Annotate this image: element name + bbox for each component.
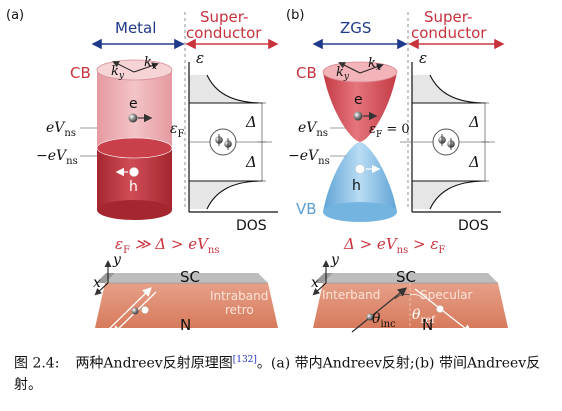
panel-b-fermi-label: εF = 0 [369,122,410,140]
panel-b-ky-axis [338,62,361,74]
panel-b-electron [353,111,363,121]
panel-b-delta-bottom: Δ [468,153,480,171]
panel-b-hole-label: h [352,178,361,194]
panel-b-electron-label: e [354,92,363,108]
panel-a-kx-label: kx [144,55,157,72]
panel-b-ref-angle-arc [409,294,425,300]
panel-b-zgs-header: ZGS [340,19,371,37]
panel-a-x-axis [94,282,109,296]
panel-b-n-label: N [422,316,433,334]
panel-a-dos-plot [188,62,278,213]
panel-a: (a) Metal Super- conductor CB ky kx e h [6,8,279,335]
panel-a-hole [129,167,139,177]
panel-a-incident-path [107,287,152,331]
caption-text-2: 。(a) 带内Andreev反射;(b) 带间Andreev反射。 [14,355,541,393]
panel-a-label: (a) [6,8,24,23]
panel-b-energy-axis-label: ε [419,49,427,67]
panel-a-electron-label: e [129,96,138,112]
panel-a-hole-label: h [129,179,138,195]
panel-a-slab-hole [141,306,149,314]
panel-b-x-axis [312,282,327,296]
panel-b-ky-label: ky [336,65,350,82]
panel-a-n-label: N [180,316,191,334]
panel-a-ky-axis [112,61,135,73]
panel-b-sc-header-1: Super- [424,8,472,26]
panel-a-junction-slab [95,273,278,328]
panel-a-cooper-pair [209,128,237,156]
panel-b-slab-electron [366,313,374,321]
panel-b-evns-pos: eVns [298,120,328,139]
metal-band-cylinder [96,59,173,220]
panel-b-kx-label: kx [368,56,381,73]
panel-b-junction-slab [313,273,508,328]
panel-a-y-label: y [112,252,122,268]
panel-a-intraband-1: Intraband [210,289,268,303]
panel-b-theta-inc: θinc [372,311,396,330]
panel-a-metal-header: Metal [115,19,156,37]
panel-b-vb-label: VB [296,200,317,218]
panel-b-sc-label: SC [396,268,416,286]
caption-figure-number: 图 2.4: [14,355,60,372]
panel-b-theta-ref: θref [412,307,436,326]
panel-a-intraband-2: retro [225,303,254,317]
panel-b-inc-angle-arc [394,293,411,300]
panel-a-electron [128,113,138,123]
panel-a-x-label: x [93,275,101,291]
panel-a-dos-label: DOS [236,218,267,234]
panel-a-condition: εF ≫ Δ > eVns [115,235,219,256]
panel-b: (b) ZGS Super- conductor CB VB ky kx e h… [286,8,508,334]
panel-a-delta-bottom: Δ [245,153,257,171]
panel-b-delta-top: Δ [468,113,480,131]
panel-a-sc-header-1: Super- [200,8,248,26]
panel-b-x-label: x [311,275,319,291]
panel-a-evns-neg: −eVns [36,148,78,167]
panel-b-cb-label: CB [296,64,317,82]
panel-b-dos-label: DOS [458,218,489,234]
panel-a-ky-label: ky [111,64,125,81]
panel-b-y-label: y [330,252,340,268]
caption-reference-link[interactable]: [132] [232,355,257,365]
panel-b-incident-path [351,287,408,333]
panel-b-sc-header-2: conductor [411,24,487,42]
panel-b-cooper-pair [432,128,460,156]
figure-caption: 图 2.4: 两种Andreev反射原理图[132]。(a) 带内Andreev反… [14,350,554,396]
panel-b-hole [355,164,365,174]
andreev-figure: (a) Metal Super- conductor CB ky kx e h [6,8,508,335]
panel-b-condition: Δ > eVns > εF [343,235,445,256]
panel-b-kx-axis [359,63,384,74]
panel-a-sc-header-2: conductor [186,24,262,42]
panel-a-energy-axis-label: ε [196,49,204,67]
panel-a-fermi-label: εF [170,121,185,140]
caption-text: 两种Andreev反射原理图 [75,355,233,372]
panel-a-cb-label: CB [70,64,91,82]
panel-a-slab-electron [131,307,139,315]
panel-a-delta-top: Δ [245,113,257,131]
zgs-valence-cone [323,142,397,222]
panel-b-interband-label: Interband [322,288,380,302]
panel-b-slab-hole [436,305,444,313]
panel-a-sc-label: SC [180,268,200,286]
panel-a-evns-pos: eVns [46,120,76,139]
panel-b-specular-label: Specular [420,288,473,302]
panel-b-evns-neg: −eVns [288,148,330,167]
panel-a-kx-axis [133,62,159,73]
panel-b-label: (b) [286,8,304,23]
